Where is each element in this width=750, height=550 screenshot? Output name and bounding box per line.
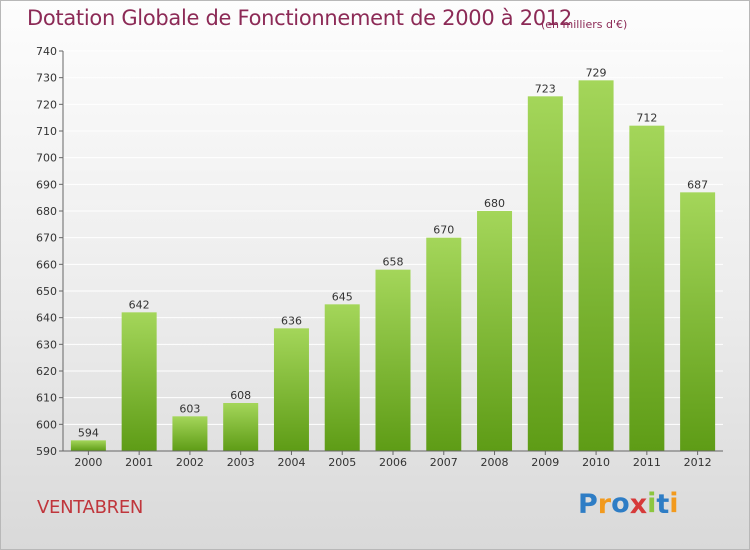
y-tick-label: 690 [36, 178, 57, 191]
y-tick-label: 680 [36, 205, 57, 218]
logo-letter: t [656, 489, 670, 520]
value-label: 658 [383, 256, 404, 269]
x-tick-label: 2008 [481, 456, 509, 469]
x-tick-label: 2010 [582, 456, 610, 469]
value-label: 642 [129, 298, 150, 311]
proxiti-logo: Proxiti [578, 488, 679, 520]
value-label: 680 [484, 197, 505, 210]
x-tick-label: 2004 [277, 456, 305, 469]
logo-letter: i [647, 488, 657, 519]
y-tick-label: 590 [36, 445, 57, 458]
logo-letter: x [629, 489, 648, 520]
y-tick-label: 660 [36, 258, 57, 271]
x-tick-label: 2000 [74, 456, 102, 469]
x-tick-label: 2006 [379, 456, 407, 469]
chart-title: Dotation Globale de Fonctionnement de 20… [27, 6, 572, 30]
x-tick-label: 2012 [684, 456, 712, 469]
y-tick-label: 620 [36, 365, 57, 378]
value-label: 636 [281, 314, 302, 327]
bar-2005 [324, 304, 360, 451]
unit-note: (en milliers d'€) [541, 18, 628, 31]
value-label: 603 [179, 402, 200, 415]
x-tick-label: 2005 [328, 456, 356, 469]
y-tick-label: 630 [36, 338, 57, 351]
value-label: 723 [535, 82, 556, 95]
bar-2008 [477, 211, 513, 451]
bar-2009 [527, 96, 563, 451]
value-label: 712 [636, 112, 657, 125]
y-tick-label: 650 [36, 285, 57, 298]
bars [70, 80, 716, 452]
value-label: 687 [687, 178, 708, 191]
x-tick-label: 2003 [227, 456, 255, 469]
bar-2004 [273, 328, 309, 451]
value-label: 729 [586, 66, 607, 79]
y-tick-label: 720 [36, 98, 57, 111]
labels: 590 600 610 620 630 640 650 660 670 680 690 700 710 7… [36, 45, 712, 469]
commune-name: VENTABREN [37, 497, 144, 518]
bar-2012 [680, 192, 716, 452]
value-label: 645 [332, 290, 353, 303]
logo-letter: i [669, 488, 679, 519]
y-tick-label: 600 [36, 418, 57, 431]
y-tick-label: 740 [36, 45, 57, 58]
y-tick-label: 710 [36, 125, 57, 138]
logo-letter: o [611, 488, 630, 519]
bar-2006 [375, 269, 411, 451]
x-tick-label: 2007 [430, 456, 458, 469]
bar-2011 [629, 125, 665, 452]
bar-2010 [578, 80, 614, 451]
y-tick-label: 640 [36, 312, 57, 325]
axes [59, 50, 723, 455]
value-label: 670 [433, 224, 454, 237]
y-tick-label: 730 [36, 72, 57, 85]
value-label: 608 [230, 389, 251, 402]
x-tick-label: 2002 [176, 456, 204, 469]
value-label: 594 [78, 426, 99, 439]
bar-2002 [172, 416, 208, 451]
logo-letter: P [578, 489, 598, 520]
x-tick-label: 2011 [633, 456, 661, 469]
y-tick-label: 670 [36, 232, 57, 245]
bar-2003 [223, 403, 259, 451]
bar-2007 [426, 237, 462, 451]
y-tick-label: 610 [36, 392, 57, 405]
bar-2000 [70, 440, 106, 451]
y-tick-label: 700 [36, 152, 57, 165]
logo-letter: r [597, 489, 612, 520]
x-tick-label: 2009 [531, 456, 559, 469]
bar-2001 [121, 312, 157, 451]
x-tick-label: 2001 [125, 456, 153, 469]
